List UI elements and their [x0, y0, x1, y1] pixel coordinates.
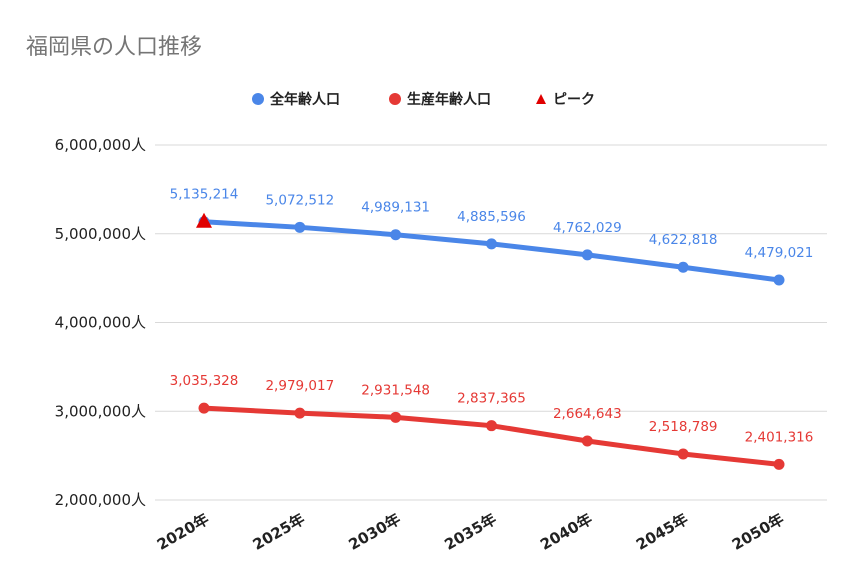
gridlines [155, 144, 827, 501]
data-label: 4,885,596 [457, 209, 526, 225]
data-point [390, 411, 402, 423]
data-label: 2,837,365 [457, 391, 526, 407]
data-label: 4,762,029 [553, 220, 622, 236]
data-label: 2,979,017 [265, 378, 334, 394]
data-point [677, 261, 689, 273]
x-tick-label: 2035年 [441, 510, 499, 554]
data-point [486, 238, 497, 250]
data-label: 2,931,548 [361, 382, 430, 398]
data-label: 4,479,021 [745, 245, 814, 261]
data-label: 4,622,818 [649, 232, 718, 248]
x-tick-label: 2040年 [537, 510, 595, 554]
chart-title: 福岡県の人口推移 [26, 35, 202, 60]
data-label: 2,518,789 [649, 419, 718, 435]
series-line-1 [201, 405, 782, 467]
x-tick-label: 2030年 [346, 510, 404, 554]
peak-group [196, 212, 212, 228]
data-label: 2,401,316 [745, 429, 814, 445]
data-point [294, 221, 306, 233]
data-point [581, 435, 593, 447]
data-point [773, 458, 785, 470]
data-labels: 5,135,214 5,072,512 4,989,131 4,885,596 4,76… [170, 187, 814, 446]
x-tick-label: 2045年 [633, 510, 691, 554]
legend-label-total: 全年齢人口 [269, 91, 340, 108]
data-point [198, 402, 210, 414]
legend-label-working: 生産年齢人口 [407, 91, 491, 108]
y-tick-label: 3,000,000人 [55, 402, 146, 420]
x-tick-label: 2025年 [250, 510, 308, 554]
data-point [390, 229, 402, 241]
peak-marker [196, 212, 212, 228]
data-label: 2,664,643 [553, 406, 622, 422]
y-axis: 2,000,000人 3,000,000人 4,000,000人 5,000,000人… [55, 136, 146, 509]
x-tick-label: 2050年 [729, 510, 787, 554]
data-label: 3,035,328 [170, 373, 239, 389]
x-axis: 2020年 2025年 2030年 2035年 2040年 2045年 2050年 [154, 510, 787, 554]
y-tick-label: 4,000,000人 [55, 314, 146, 332]
y-tick-label: 5,000,000人 [55, 225, 146, 243]
legend: 全年齢人口 生産年齢人口 ピーク [252, 91, 595, 108]
data-label: 4,989,131 [361, 200, 430, 216]
data-point [581, 249, 593, 261]
series-group [198, 216, 785, 470]
legend-marker-peak [536, 94, 546, 104]
data-point [677, 448, 689, 460]
x-tick-label: 2020年 [154, 510, 212, 554]
data-label: 5,135,214 [170, 187, 239, 203]
y-tick-label: 6,000,000人 [55, 136, 146, 154]
data-point [486, 420, 497, 432]
data-label: 5,072,512 [265, 192, 334, 208]
series-line-0 [201, 219, 782, 283]
data-point [294, 407, 306, 419]
y-tick-label: 2,000,000人 [55, 491, 146, 509]
data-point [773, 274, 785, 286]
legend-marker-total [252, 93, 264, 105]
legend-marker-working [389, 93, 401, 105]
legend-label-peak: ピーク [553, 92, 595, 108]
